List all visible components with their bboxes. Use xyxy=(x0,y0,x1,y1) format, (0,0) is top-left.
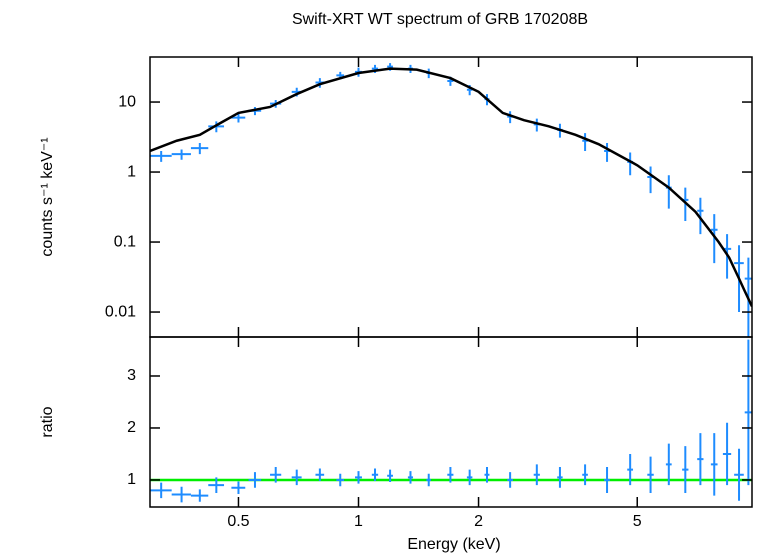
frame xyxy=(149,336,753,508)
data-point xyxy=(190,142,209,155)
data-point xyxy=(665,175,672,209)
data-point xyxy=(484,466,490,483)
model-line xyxy=(150,67,752,308)
chart-title: Swift-XRT WT spectrum of GRB 170208B xyxy=(292,11,588,28)
data-point xyxy=(336,473,345,487)
data-point xyxy=(507,472,513,488)
data-point xyxy=(710,214,718,264)
data-point xyxy=(710,433,718,496)
data-point xyxy=(627,453,634,486)
y-tick-label: 10 xyxy=(118,93,136,110)
data-point xyxy=(371,468,379,482)
data-point xyxy=(150,150,172,162)
y-tick-label: 2 xyxy=(127,419,136,436)
data-point xyxy=(426,473,432,487)
data-point xyxy=(665,443,672,486)
data-point xyxy=(387,469,393,483)
data-point xyxy=(582,464,588,486)
data-point xyxy=(171,486,191,503)
x-tick-label: 0.5 xyxy=(227,513,249,530)
y-tick-label: 3 xyxy=(127,367,136,384)
x-tick-label: 1 xyxy=(354,513,363,530)
data-point xyxy=(682,446,689,493)
data-point xyxy=(647,456,654,493)
y-tick-label: 0.1 xyxy=(114,233,136,250)
data-point xyxy=(315,468,325,482)
data-point xyxy=(248,472,262,488)
data-point xyxy=(734,448,744,501)
data-point xyxy=(270,466,282,483)
data-point xyxy=(466,469,473,486)
data-point xyxy=(447,466,454,483)
data-point xyxy=(355,471,362,484)
x-axis-label: Energy (keV) xyxy=(407,536,500,553)
y-tick-label: 1 xyxy=(127,471,136,488)
data-point xyxy=(697,433,704,486)
data-point xyxy=(604,466,610,493)
data-point xyxy=(407,471,414,484)
data-point xyxy=(231,113,246,123)
plot-bottom xyxy=(150,339,752,503)
data-point xyxy=(647,166,654,194)
y-axis-label: ratio xyxy=(39,406,56,437)
frame xyxy=(149,56,753,338)
y-tick-label: 0.01 xyxy=(105,303,136,320)
data-point xyxy=(697,197,704,235)
data-point xyxy=(533,464,540,486)
data-point xyxy=(557,466,563,488)
data-point xyxy=(744,257,752,337)
data-point xyxy=(582,133,588,151)
data-point xyxy=(190,489,209,502)
data-point xyxy=(208,477,225,493)
data-point xyxy=(744,339,752,486)
data-point xyxy=(150,482,172,499)
data-point xyxy=(604,142,610,162)
x-tick-label: 2 xyxy=(474,513,483,530)
x-tick-label: 5 xyxy=(633,513,642,530)
data-point xyxy=(171,149,191,160)
data-point xyxy=(231,481,246,495)
data-point xyxy=(722,422,732,486)
data-point xyxy=(291,469,302,486)
y-axis-label: counts s⁻¹ keV⁻¹ xyxy=(39,137,56,256)
y-tick-label: 1 xyxy=(127,163,136,180)
plot-top xyxy=(150,63,752,337)
